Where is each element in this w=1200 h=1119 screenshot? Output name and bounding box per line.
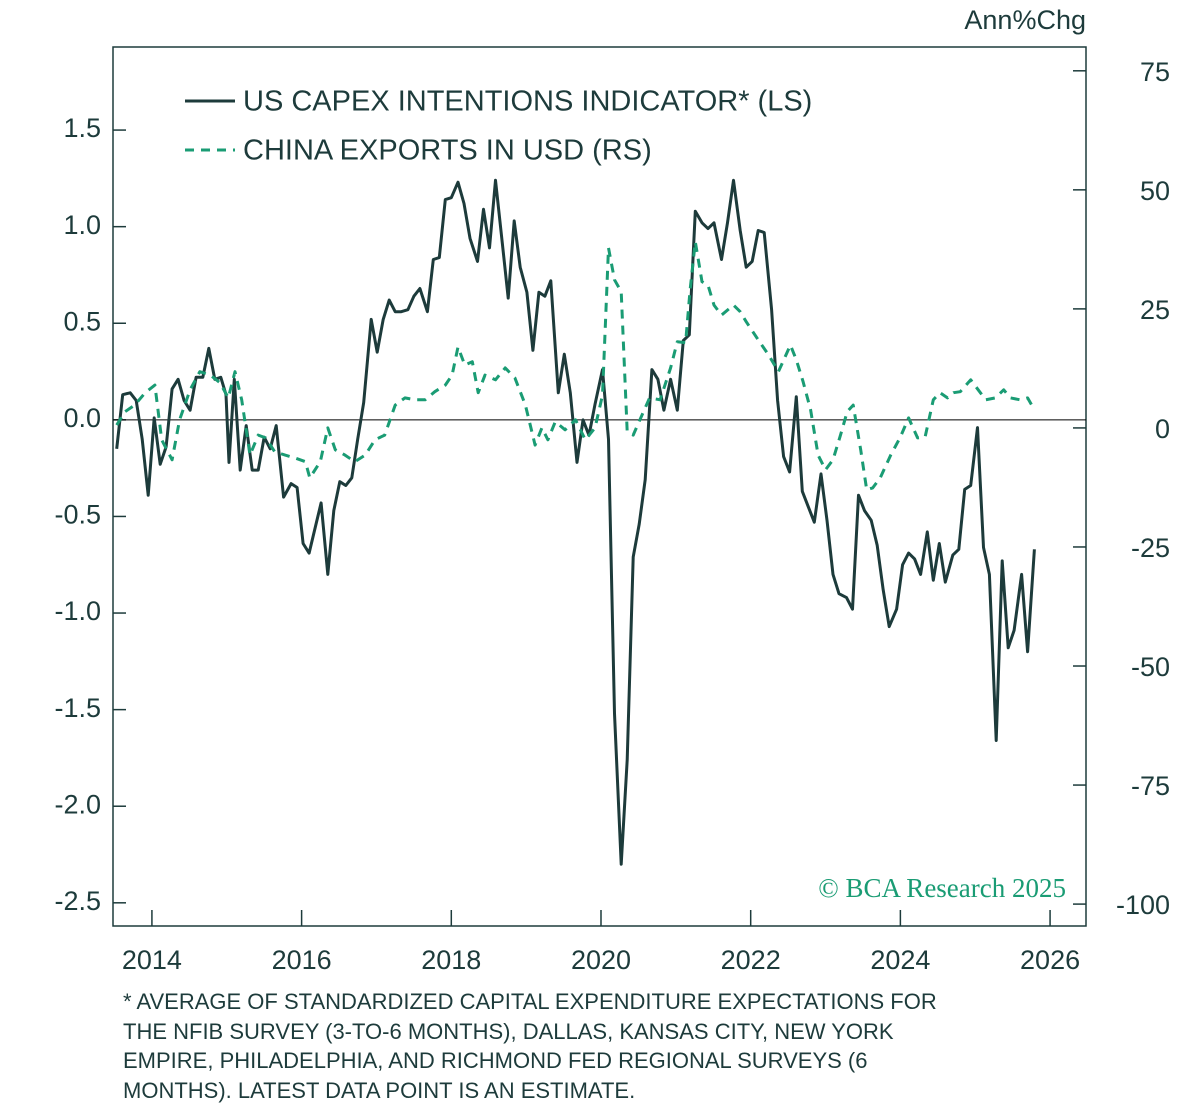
x-tick-label: 2016 xyxy=(272,945,332,975)
footnote-line: * AVERAGE OF STANDARDIZED CAPITAL EXPEND… xyxy=(123,989,937,1014)
y-tick-label: 0.0 xyxy=(63,403,101,433)
x-tick-label: 2022 xyxy=(721,945,781,975)
x-tick-label: 2024 xyxy=(870,945,930,975)
y2-tick-label: 50 xyxy=(1140,176,1170,206)
footnote-line: MONTHS). LATEST DATA POINT IS AN ESTIMAT… xyxy=(123,1078,635,1103)
y-tick-label: 1.5 xyxy=(63,113,101,143)
y-tick-label: -1.5 xyxy=(54,693,101,723)
plot-frame xyxy=(112,46,1087,927)
x-tick-label: 2026 xyxy=(1020,945,1080,975)
footnote-line: THE NFIB SURVEY (3-TO-6 MONTHS), DALLAS,… xyxy=(123,1019,894,1044)
y2-tick-label: -25 xyxy=(1131,533,1170,563)
legend-label: CHINA EXPORTS IN USD (RS) xyxy=(243,135,652,167)
series-line xyxy=(115,178,1036,866)
y-tick-label: 0.5 xyxy=(63,306,101,336)
footnote-line: EMPIRE, PHILADELPHIA, AND RICHMOND FED R… xyxy=(123,1048,868,1073)
y-tick-label: -0.5 xyxy=(54,500,101,530)
y-tick-label: 1.0 xyxy=(63,210,101,240)
y-tick-label: -2.5 xyxy=(54,886,101,916)
y2-tick-label: 75 xyxy=(1140,57,1170,87)
y2-tick-label: -75 xyxy=(1131,771,1170,801)
watermark: © BCA Research 2025 xyxy=(818,873,1066,903)
y2-tick-label: 0 xyxy=(1155,414,1170,444)
y2-axis-label: Ann%Chg xyxy=(964,5,1086,35)
x-tick-label: 2018 xyxy=(421,945,481,975)
y2-tick-label: 25 xyxy=(1140,295,1170,325)
x-tick-label: 2020 xyxy=(571,945,631,975)
x-tick-label: 2014 xyxy=(122,945,182,975)
y2-tick-label: -100 xyxy=(1116,890,1170,920)
legend-label: US CAPEX INTENTIONS INDICATOR* (LS) xyxy=(243,86,812,118)
y2-tick-label: -50 xyxy=(1131,652,1170,682)
y-tick-label: -1.0 xyxy=(54,596,101,626)
y-tick-label: -2.0 xyxy=(54,789,101,819)
series-line xyxy=(115,240,1036,492)
